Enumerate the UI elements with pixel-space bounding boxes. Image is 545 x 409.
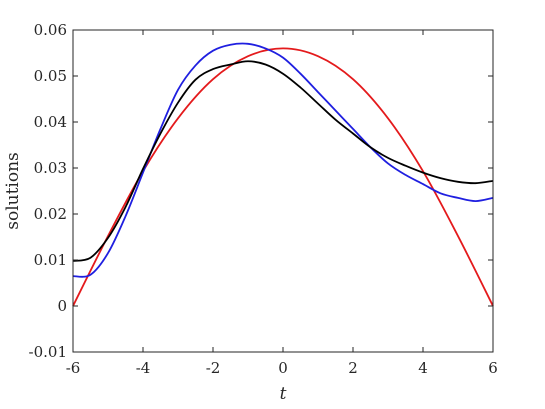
y-tick-label: 0 [57,297,67,315]
x-tick-label: 6 [488,359,498,377]
x-tick-label: 0 [278,359,288,377]
x-tick-label: -2 [206,359,221,377]
series-layer [72,42,494,307]
y-tick-label: 0.02 [34,205,67,223]
y-tick-label: 0.03 [34,159,67,177]
y-tick-label: 0.04 [34,113,67,131]
y-tick-label: 0.05 [34,67,67,85]
y-tick-label: 0.01 [34,251,67,269]
series-blue-line [72,42,494,278]
y-axis-label: solutions [3,152,23,230]
x-axis-label: t [280,384,287,404]
y-tick-label: -0.01 [29,343,67,361]
x-tick-label: 2 [348,359,358,377]
x-tick-label: 4 [418,359,428,377]
x-tick-label: -4 [136,359,151,377]
y-tick-label: 0.06 [34,21,67,39]
tick-layer: -6 -4 -2 0 2 4 6 -0.01 0 0.01 0.02 0.03 0.04 0.05 0.06 [29,21,498,377]
x-tick-label: -6 [66,359,81,377]
series-black-line [72,60,494,262]
